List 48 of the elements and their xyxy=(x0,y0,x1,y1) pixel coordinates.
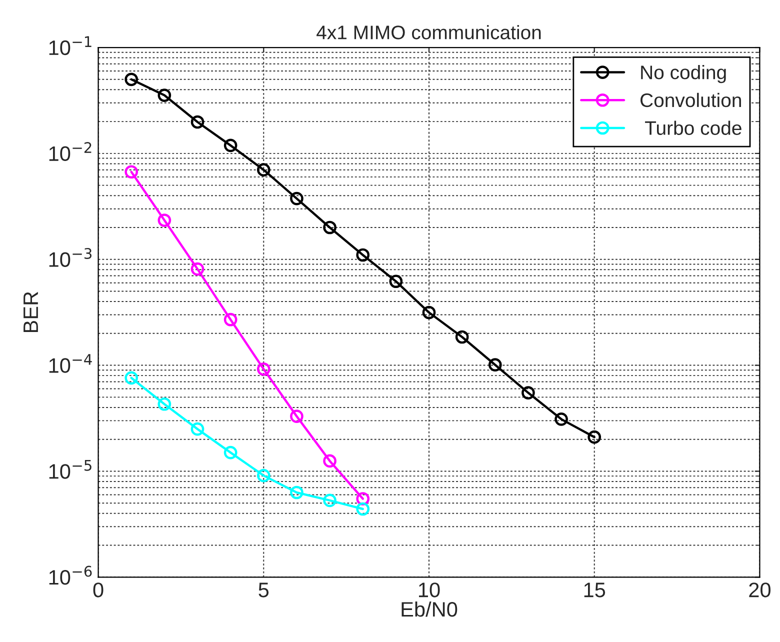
point xyxy=(389,274,403,288)
point xyxy=(158,88,172,102)
y-axis-title: BER xyxy=(24,292,38,332)
point xyxy=(290,410,304,423)
point xyxy=(356,502,370,516)
point xyxy=(323,220,336,234)
x-tick-label: 0 xyxy=(93,582,104,598)
x-tick-label: 20 xyxy=(749,582,770,598)
point xyxy=(588,430,602,444)
point xyxy=(224,446,238,460)
point xyxy=(323,494,336,508)
point xyxy=(323,454,336,468)
point xyxy=(554,412,568,426)
y-tick-label: 10$^{−1}$ xyxy=(49,36,92,56)
point xyxy=(224,312,238,326)
point xyxy=(256,362,270,376)
x-tick-label: 5 xyxy=(258,582,269,598)
point xyxy=(190,262,204,276)
point xyxy=(356,492,370,506)
point xyxy=(190,422,204,436)
y-tick-label: 10$^{−3}$ xyxy=(49,248,92,267)
point xyxy=(356,248,370,262)
x-axis-title: Eb/N0 xyxy=(402,601,458,617)
point xyxy=(522,386,535,400)
y-tick-label: 10$^{−2}$ xyxy=(49,142,92,162)
point xyxy=(488,358,502,372)
y-tick-label: 10$^{−5}$ xyxy=(49,460,92,479)
y-tick-label: 10$^{−4}$ xyxy=(49,354,92,373)
point xyxy=(124,165,138,179)
point xyxy=(158,397,172,411)
point xyxy=(124,72,138,86)
point xyxy=(224,138,238,152)
point xyxy=(290,486,304,500)
point xyxy=(124,371,138,385)
x-tick-label: 10 xyxy=(419,582,440,598)
point xyxy=(455,330,469,344)
legend-label: No coding xyxy=(641,65,726,84)
point xyxy=(256,163,270,177)
y-tick-label: 10$^{−6}$ xyxy=(49,566,92,585)
chart-title: 4x1 MIMO communication xyxy=(316,25,541,40)
legend-label: Turbo code xyxy=(645,120,742,135)
legend-label: Convolution xyxy=(640,92,741,108)
point xyxy=(290,192,304,206)
point xyxy=(422,306,436,320)
point xyxy=(190,115,204,129)
x-tick-label: 15 xyxy=(584,582,606,598)
point xyxy=(158,214,172,227)
point xyxy=(256,468,270,482)
